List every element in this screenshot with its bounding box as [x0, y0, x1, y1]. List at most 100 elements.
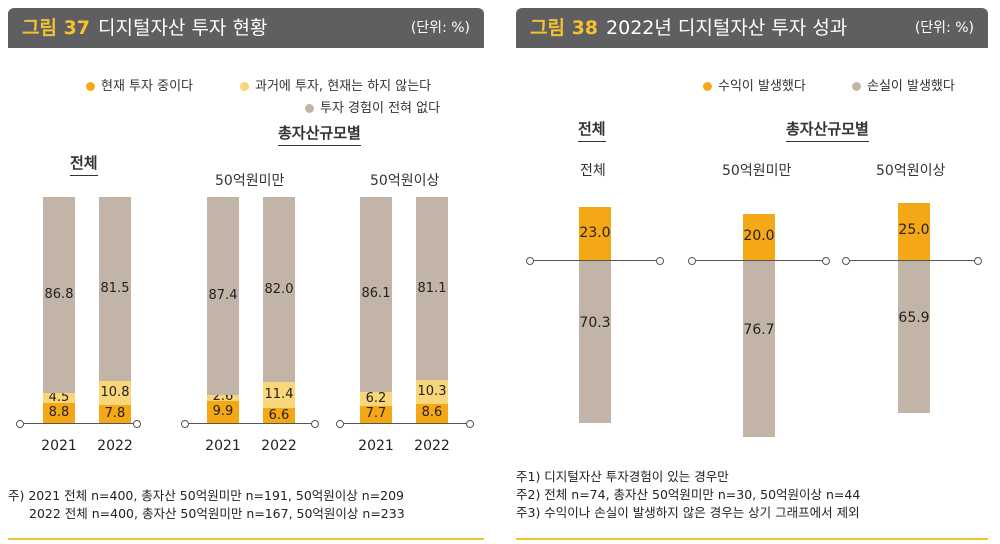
- data-label-current: 8.6: [421, 405, 443, 421]
- legend-past: 과거에 투자, 현재는 하지 않는다: [240, 75, 431, 94]
- bar-past: [99, 380, 131, 406]
- bar-never: [207, 197, 239, 395]
- divider: [8, 538, 484, 540]
- data-label-profit: 20.0: [743, 228, 775, 244]
- baseline: [530, 260, 660, 261]
- legend-label: 투자 경험이 전혀 없다: [320, 101, 441, 116]
- legend-dot-icon: [703, 82, 712, 91]
- fig38-unit: (단위: %): [914, 20, 974, 36]
- axis-end-marker: [842, 257, 850, 265]
- data-label-past: 10.3: [417, 383, 447, 399]
- axis-end-marker: [822, 257, 830, 265]
- data-label-past: 6.2: [365, 390, 387, 406]
- data-label-profit: 23.0: [579, 224, 611, 241]
- bar-current: [360, 405, 392, 423]
- data-label-loss: 70.3: [579, 314, 611, 331]
- legend-dot-icon: [240, 82, 249, 91]
- bar-never: [360, 197, 392, 392]
- data-label-past: 4.5: [48, 390, 70, 406]
- data-label-loss: 65.9: [898, 309, 930, 326]
- fig38-note-2: 주2) 전체 n=74, 총자산 50억원미만 n=30, 50억원이상 n=4…: [516, 487, 861, 502]
- data-label-current: 8.8: [48, 405, 70, 421]
- bar-profit: [743, 214, 775, 260]
- x-tick-label: 2022: [414, 438, 450, 454]
- bar-loss: [579, 261, 611, 423]
- bar-current: [416, 403, 448, 423]
- bar-loss: [743, 261, 775, 438]
- bar-past: [207, 394, 239, 401]
- data-label-loss: 76.7: [743, 322, 775, 339]
- axis-end-marker: [526, 257, 534, 265]
- bar-never: [99, 196, 131, 381]
- legend-current: 현재 투자 중이다: [86, 75, 193, 94]
- bar-current: [99, 405, 131, 423]
- fig38-group-total: 전체: [580, 163, 606, 179]
- axis-end-marker: [688, 257, 696, 265]
- legend-never: 투자 경험이 전혀 없다: [305, 97, 440, 116]
- data-label-current: 9.9: [212, 403, 234, 419]
- baseline: [846, 260, 978, 261]
- bar-profit: [579, 207, 611, 260]
- fig38-title: 2022년 디지털자산 투자 성과: [606, 17, 848, 39]
- bar-loss: [898, 261, 930, 413]
- bar-past: [416, 380, 448, 404]
- legend-dot-icon: [86, 82, 95, 91]
- fig38-note-3: 주3) 수익이나 손실이 발생하지 않은 경우는 상기 그래프에서 제외: [516, 505, 860, 520]
- bar-never: [416, 197, 448, 381]
- baseline: [20, 423, 137, 424]
- bar-past: [360, 391, 392, 406]
- data-label-never: 87.4: [208, 287, 238, 303]
- data-label-never: 86.8: [44, 286, 74, 302]
- legend-dot-icon: [305, 104, 314, 113]
- fig37-group-large: 50억원이상: [370, 173, 440, 189]
- bar-never: [263, 197, 295, 383]
- x-tick-label: 2021: [358, 438, 394, 454]
- fig37-number: 그림 37: [22, 17, 91, 39]
- baseline: [692, 260, 826, 261]
- x-tick-label: 2022: [261, 438, 297, 454]
- x-tick-label: 2022: [97, 438, 133, 454]
- fig37-group-small: 50억원미만: [215, 173, 285, 189]
- data-label-profit: 25.0: [898, 222, 930, 239]
- axis-end-marker: [181, 420, 189, 428]
- axis-end-marker: [974, 257, 982, 265]
- fig38-note-1: 주1) 디지털자산 투자경험이 있는 경우만: [516, 469, 729, 484]
- data-label-past: 11.4: [264, 387, 294, 403]
- bar-current: [263, 408, 295, 423]
- axis-end-marker: [133, 420, 141, 428]
- bar-current: [207, 400, 239, 423]
- legend-label: 현재 투자 중이다: [101, 79, 193, 94]
- legend-loss: 손실이 발생했다: [852, 75, 955, 94]
- x-tick-label: 2021: [41, 438, 77, 454]
- fig38-group-small: 50억원미만: [722, 163, 792, 179]
- axis-end-marker: [336, 420, 344, 428]
- fig37-note-2: 2022 전체 n=400, 총자산 50억원미만 n=167, 50억원이상 …: [29, 506, 405, 521]
- bar-current: [43, 403, 75, 423]
- bar-past: [43, 392, 75, 404]
- data-label-current: 7.8: [104, 406, 126, 422]
- fig37-note-1: 주) 2021 전체 n=400, 총자산 50억원미만 n=191, 50억원…: [8, 488, 404, 503]
- legend-label: 손실이 발생했다: [867, 79, 955, 94]
- legend-dot-icon: [852, 82, 861, 91]
- data-label-current: 6.6: [268, 407, 290, 423]
- data-label-current: 7.7: [365, 406, 387, 422]
- fig38-header: 그림 38 2022년 디지털자산 투자 성과 (단위: %): [516, 8, 988, 48]
- data-label-never: 81.5: [100, 280, 130, 296]
- fig38-number: 그림 38: [530, 17, 599, 39]
- axis-end-marker: [656, 257, 664, 265]
- data-label-never: 81.1: [417, 280, 447, 296]
- data-label-never: 86.1: [361, 286, 391, 302]
- axis-end-marker: [466, 420, 474, 428]
- bar-profit: [898, 202, 930, 260]
- fig37-header: 그림 37 디지털자산 투자 현황 (단위: %): [8, 8, 484, 48]
- fig37-section-size: 총자산규모별: [278, 122, 361, 146]
- legend-profit: 수익이 발생했다: [703, 75, 806, 94]
- fig37-title: 디지털자산 투자 현황: [98, 17, 268, 39]
- baseline: [185, 423, 315, 424]
- axis-end-marker: [311, 420, 319, 428]
- x-tick-label: 2021: [205, 438, 241, 454]
- divider: [516, 538, 988, 540]
- bar-past: [263, 382, 295, 409]
- fig38-section-total: 전체: [578, 118, 606, 142]
- fig38-section-size: 총자산규모별: [786, 118, 869, 142]
